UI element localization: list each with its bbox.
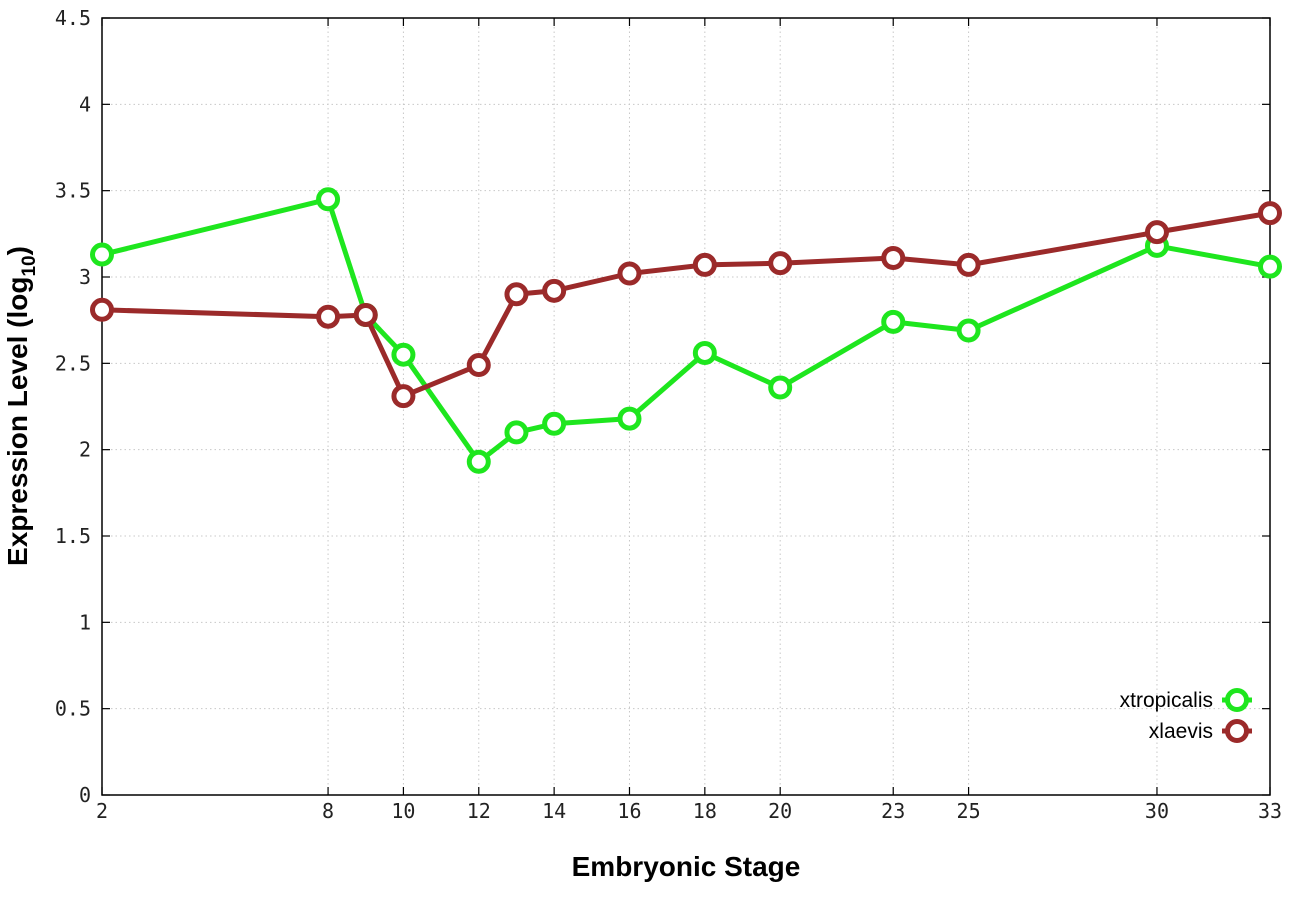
series-xtropicalis (90, 187, 1282, 474)
y-tick-label: 4.5 (55, 6, 91, 30)
data-point-xtropicalis (1258, 254, 1282, 279)
x-axis-title: Embryonic Stage (572, 851, 801, 882)
data-point-xlaevis (316, 304, 341, 329)
legend-marker-swatch (1225, 719, 1249, 743)
series-xlaevis (90, 201, 1282, 409)
data-point-xtropicalis (391, 342, 416, 367)
axis-ticks: 0 0.5 1 1.5 2 2.5 3 3.5 4 4.5 2 8 10 12 14 16 18 20 23 25 30… (55, 6, 1282, 823)
x-tick-label: 18 (693, 799, 717, 823)
data-point-xtropicalis (617, 406, 642, 431)
legend-marker-swatch (1225, 688, 1249, 712)
data-point-xtropicalis (90, 242, 114, 267)
legend-item-xtropicalis: xtropicalis (1120, 688, 1252, 712)
x-tick-label: 10 (391, 799, 415, 823)
y-tick-label: 0 (79, 783, 91, 807)
y-tick-label: 3 (79, 265, 91, 289)
data-point-xlaevis (353, 302, 378, 327)
data-point-xlaevis (692, 252, 717, 277)
data-point-xlaevis (466, 353, 491, 378)
data-point-xtropicalis (504, 420, 529, 445)
data-point-xtropicalis (316, 187, 341, 212)
data-point-xtropicalis (692, 340, 717, 365)
data-point-xlaevis (768, 251, 793, 276)
series-layer (90, 187, 1282, 474)
data-point-xlaevis (391, 384, 416, 409)
data-point-xtropicalis (542, 411, 567, 436)
x-tick-label: 12 (467, 799, 491, 823)
y-tick-label: 4 (79, 92, 91, 116)
legend-label: xtropicalis (1120, 689, 1213, 712)
y-axis-title-subscript: 10 (19, 255, 40, 276)
y-tick-label: 0.5 (55, 697, 91, 721)
y-tick-label: 3.5 (55, 179, 91, 203)
legend-label: xlaevis (1149, 720, 1213, 743)
y-axis-title: Expression Level (log10) (2, 246, 40, 566)
x-tick-label: 25 (957, 799, 981, 823)
y-tick-label: 1.5 (55, 524, 91, 548)
x-tick-label: 23 (881, 799, 905, 823)
y-tick-label: 2 (79, 438, 91, 462)
x-tick-label: 16 (617, 799, 641, 823)
grid (102, 18, 1270, 795)
data-point-xtropicalis (768, 375, 793, 400)
data-point-xtropicalis (881, 309, 906, 334)
legend-item-xlaevis: xlaevis (1149, 719, 1252, 743)
data-point-xlaevis (1144, 220, 1169, 245)
series-line-xlaevis (99, 210, 1273, 399)
data-point-xlaevis (617, 261, 642, 286)
data-point-xlaevis (90, 297, 114, 322)
x-tick-label: 33 (1258, 799, 1282, 823)
x-tick-label: 2 (96, 799, 108, 823)
data-point-xlaevis (1258, 201, 1282, 226)
x-tick-label: 14 (542, 799, 566, 823)
data-point-xlaevis (542, 278, 567, 303)
data-point-xlaevis (956, 252, 981, 277)
y-tick-label: 2.5 (55, 351, 91, 375)
x-tick-label: 20 (768, 799, 792, 823)
legend: xtropicalis xlaevis (1120, 688, 1252, 743)
y-axis-title-close: ) (2, 246, 33, 255)
data-point-xtropicalis (956, 318, 981, 343)
x-tick-label: 30 (1145, 799, 1169, 823)
data-point-xlaevis (881, 246, 906, 271)
series-line-xtropicalis (99, 196, 1273, 465)
x-tick-label: 8 (322, 799, 334, 823)
y-axis-title-main: Expression Level (log (2, 277, 33, 566)
y-tick-label: 1 (79, 610, 91, 634)
plot-frame (101, 17, 1271, 796)
data-point-xlaevis (504, 282, 529, 307)
data-point-xtropicalis (466, 449, 491, 474)
